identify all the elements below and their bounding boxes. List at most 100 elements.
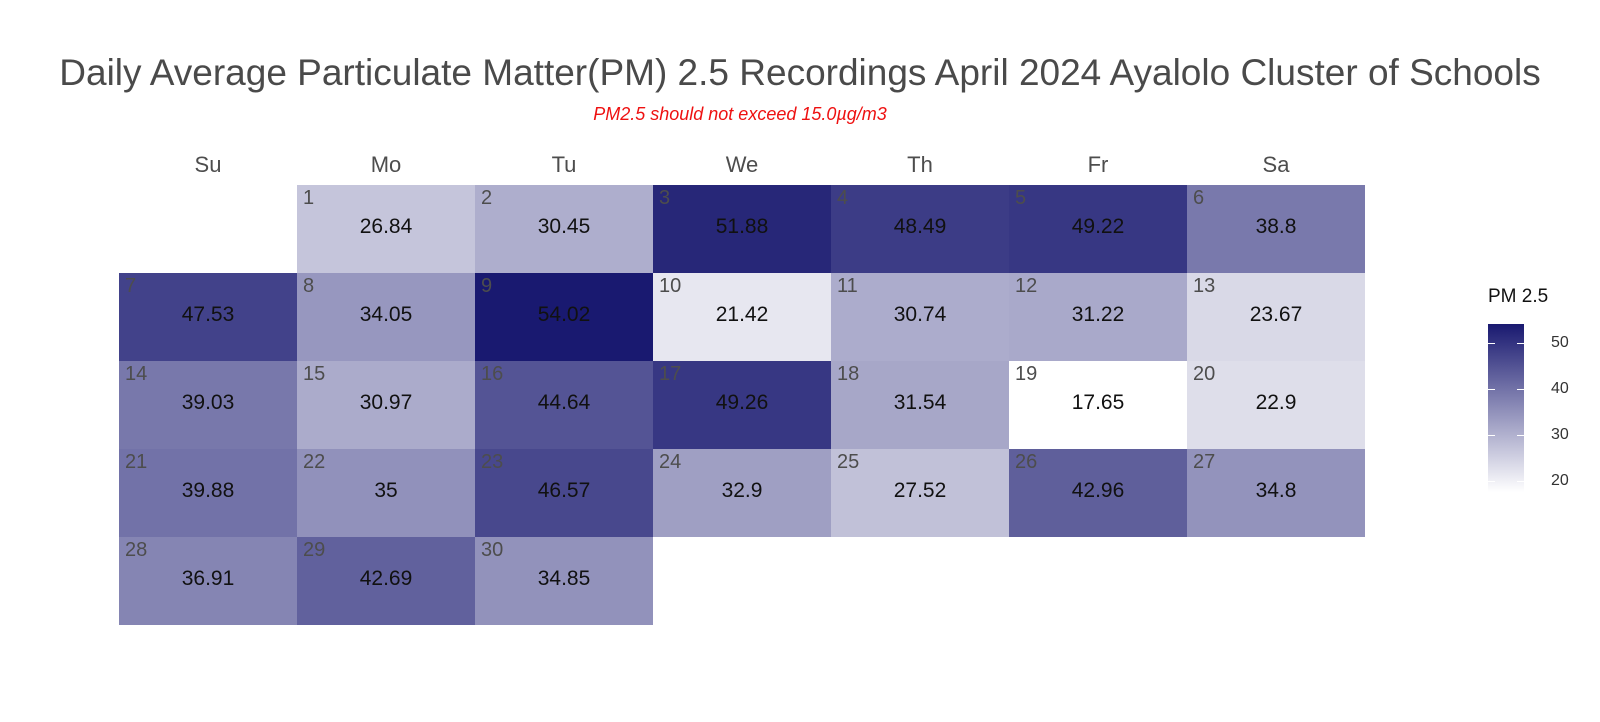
- weekday-label-su: Su: [194, 152, 222, 177]
- day-value-label: 46.57: [537, 479, 591, 502]
- day-number: 17: [659, 363, 682, 385]
- day-number: 19: [1015, 363, 1038, 385]
- day-cell-25: 25 27.52: [831, 449, 1009, 537]
- day-number: 9: [481, 275, 493, 297]
- chart-title: Daily Average Particulate Matter(PM) 2.5…: [59, 52, 1541, 93]
- day-number: 22: [303, 451, 326, 473]
- day-number: 21: [125, 451, 148, 473]
- day-value-label: 36.91: [181, 567, 235, 590]
- day-value-label: 44.64: [537, 391, 591, 414]
- day-cell-13: 13 23.67: [1187, 273, 1365, 361]
- legend-tick-mark: [1488, 481, 1495, 482]
- day-value-label: 39.88: [181, 479, 235, 502]
- day-number: 13: [1193, 275, 1216, 297]
- day-value-label: 49.22: [1071, 215, 1125, 238]
- day-value-label: 38.8: [1255, 215, 1297, 238]
- day-cell-5: 5 49.22: [1009, 185, 1187, 273]
- day-number: 26: [1015, 451, 1038, 473]
- day-number: 27: [1193, 451, 1216, 473]
- day-value-label: 26.84: [359, 215, 413, 238]
- day-value-label: 42.96: [1071, 479, 1125, 502]
- day-number: 10: [659, 275, 682, 297]
- day-cell-11: 11 30.74: [831, 273, 1009, 361]
- day-cell-22: 22 35: [297, 449, 475, 537]
- weekday-label-we: We: [725, 152, 759, 177]
- day-number: 8: [303, 275, 315, 297]
- day-value-label: 22.9: [1255, 391, 1297, 414]
- legend-tick-mark: [1517, 389, 1524, 390]
- day-value-label: 48.49: [893, 215, 947, 238]
- weekday-label-th: Th: [907, 152, 933, 177]
- day-cell-6: 6 38.8: [1187, 185, 1365, 273]
- legend-tick-mark: [1517, 435, 1524, 436]
- day-cell-14: 14 39.03: [119, 361, 297, 449]
- day-number: 15: [303, 363, 326, 385]
- day-value-label: 17.65: [1071, 391, 1125, 414]
- legend-tick-label: 50: [1551, 334, 1569, 351]
- day-value-label: 32.9: [721, 479, 763, 502]
- day-cell-4: 4 48.49: [831, 185, 1009, 273]
- legend-tick-label: 20: [1551, 472, 1569, 489]
- day-cell-19: 19 17.65: [1009, 361, 1187, 449]
- day-cell-21: 21 39.88: [119, 449, 297, 537]
- day-cell-9: 9 54.02: [475, 273, 653, 361]
- day-number: 2: [481, 187, 493, 209]
- day-number: 14: [125, 363, 148, 385]
- day-value-label: 31.22: [1071, 303, 1125, 326]
- day-value-label: 49.26: [715, 391, 769, 414]
- day-number: 30: [481, 539, 504, 561]
- legend-tick-mark: [1517, 481, 1524, 482]
- day-number: 18: [837, 363, 860, 385]
- day-cell-29: 29 42.69: [297, 537, 475, 625]
- day-value-label: 47.53: [181, 303, 235, 326]
- day-cell-8: 8 34.05: [297, 273, 475, 361]
- day-number: 1: [303, 187, 315, 209]
- day-value-label: 34.05: [359, 303, 413, 326]
- day-number: 23: [481, 451, 504, 473]
- day-cell-17: 17 49.26: [653, 361, 831, 449]
- weekday-label-fr: Fr: [1087, 152, 1109, 177]
- day-value-label: 39.03: [181, 391, 235, 414]
- legend-tick-label: 40: [1551, 380, 1569, 397]
- day-cell-2: 2 30.45: [475, 185, 653, 273]
- day-value-label: 35: [374, 479, 398, 502]
- legend-gradient-bar: [1488, 324, 1524, 492]
- legend-tick-mark: [1517, 343, 1524, 344]
- day-value-label: 51.88: [715, 215, 769, 238]
- day-cell-28: 28 36.91: [119, 537, 297, 625]
- weekday-label-tu: Tu: [551, 152, 577, 177]
- legend-tick-mark: [1488, 343, 1495, 344]
- day-value-label: 34.85: [537, 567, 591, 590]
- day-value-label: 54.02: [537, 303, 591, 326]
- day-cell-10: 10 21.42: [653, 273, 831, 361]
- weekday-label-mo: Mo: [370, 152, 402, 177]
- day-value-label: 30.97: [359, 391, 413, 414]
- day-value-label: 34.8: [1255, 479, 1297, 502]
- day-value-label: 21.42: [715, 303, 769, 326]
- day-value-label: 23.67: [1249, 303, 1303, 326]
- day-number: 6: [1193, 187, 1205, 209]
- day-cell-18: 18 31.54: [831, 361, 1009, 449]
- day-number: 4: [837, 187, 849, 209]
- day-cell-1: 1 26.84: [297, 185, 475, 273]
- day-number: 24: [659, 451, 682, 473]
- day-number: 3: [659, 187, 671, 209]
- day-value-label: 27.52: [893, 479, 947, 502]
- day-cell-20: 20 22.9: [1187, 361, 1365, 449]
- legend-tick-label: 30: [1551, 426, 1569, 443]
- day-cell-23: 23 46.57: [475, 449, 653, 537]
- day-number: 12: [1015, 275, 1038, 297]
- day-value-label: 30.45: [537, 215, 591, 238]
- weekday-label-sa: Sa: [1262, 152, 1290, 177]
- day-value-label: 31.54: [893, 391, 947, 414]
- day-cell-24: 24 32.9: [653, 449, 831, 537]
- day-number: 28: [125, 539, 148, 561]
- day-cell-30: 30 34.85: [475, 537, 653, 625]
- day-value-label: 30.74: [893, 303, 947, 326]
- day-cell-15: 15 30.97: [297, 361, 475, 449]
- day-cell-7: 7 47.53: [119, 273, 297, 361]
- day-cell-26: 26 42.96: [1009, 449, 1187, 537]
- day-number: 7: [125, 275, 137, 297]
- legend-tick-mark: [1488, 435, 1495, 436]
- day-number: 11: [837, 275, 858, 297]
